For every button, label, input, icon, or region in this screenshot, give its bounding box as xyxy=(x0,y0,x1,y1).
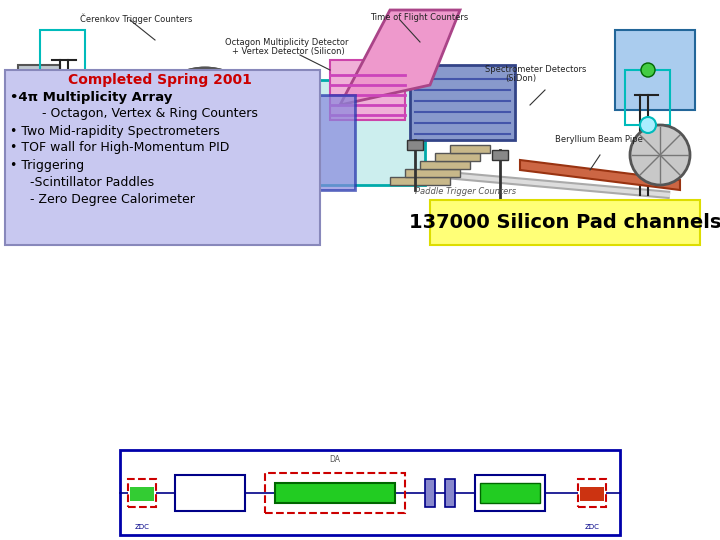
Bar xyxy=(430,200,700,245)
Bar xyxy=(310,80,425,185)
Circle shape xyxy=(193,118,217,142)
Bar xyxy=(285,95,355,190)
Text: • Triggering: • Triggering xyxy=(10,159,84,172)
Text: •4π Multiplicity Array: •4π Multiplicity Array xyxy=(10,91,172,104)
Text: DA: DA xyxy=(330,455,341,464)
Bar xyxy=(445,478,455,507)
Circle shape xyxy=(641,63,655,77)
Wedge shape xyxy=(161,130,205,187)
Wedge shape xyxy=(143,130,205,154)
Wedge shape xyxy=(205,130,229,192)
Wedge shape xyxy=(205,68,229,130)
Circle shape xyxy=(110,127,186,203)
Text: Ring Multiplicity Detectors: Ring Multiplicity Detectors xyxy=(25,133,136,142)
Bar xyxy=(330,60,405,120)
Text: Time of Flight Counters: Time of Flight Counters xyxy=(370,13,468,22)
Bar xyxy=(580,487,604,501)
Bar xyxy=(410,65,515,140)
Bar xyxy=(492,150,508,160)
Wedge shape xyxy=(205,130,267,154)
Text: Magnet (top part removed): Magnet (top part removed) xyxy=(152,212,266,221)
Bar xyxy=(120,450,620,535)
Bar xyxy=(175,475,245,510)
Wedge shape xyxy=(143,106,205,130)
Wedge shape xyxy=(181,68,205,130)
Wedge shape xyxy=(161,73,205,130)
Bar xyxy=(128,478,156,507)
Text: Spectrometer Detectors: Spectrometer Detectors xyxy=(485,65,586,74)
Bar xyxy=(480,483,540,503)
Wedge shape xyxy=(148,86,205,130)
Text: 137000 Silicon Pad channels: 137000 Silicon Pad channels xyxy=(409,213,720,232)
Bar xyxy=(265,472,405,512)
Bar xyxy=(130,487,154,501)
Bar xyxy=(420,161,470,169)
Text: Octagon Multiplicity Detector: Octagon Multiplicity Detector xyxy=(225,38,348,47)
Text: (Silicon): (Silicon) xyxy=(38,142,72,151)
Wedge shape xyxy=(205,73,249,130)
Wedge shape xyxy=(205,106,267,130)
Bar xyxy=(407,140,423,150)
Text: -Scintillator Paddles: -Scintillator Paddles xyxy=(10,176,154,188)
Text: ZDC: ZDC xyxy=(585,524,600,530)
Text: ZDC: ZDC xyxy=(135,524,150,530)
Bar xyxy=(475,475,545,510)
Bar xyxy=(40,30,85,85)
Text: Completed Spring 2001: Completed Spring 2001 xyxy=(68,73,252,87)
Bar xyxy=(405,169,460,177)
Bar xyxy=(18,65,60,130)
Circle shape xyxy=(143,68,267,192)
Bar xyxy=(450,145,490,153)
Text: + Vertex Detector (Silicon): + Vertex Detector (Silicon) xyxy=(232,47,345,56)
Wedge shape xyxy=(181,130,205,192)
Text: • TOF wall for High-Momentum PID: • TOF wall for High-Momentum PID xyxy=(10,141,230,154)
Bar xyxy=(390,177,450,185)
Wedge shape xyxy=(205,86,262,130)
Polygon shape xyxy=(520,160,680,190)
Circle shape xyxy=(630,125,690,185)
Bar xyxy=(578,478,606,507)
Text: - Zero Degree Calorimeter: - Zero Degree Calorimeter xyxy=(10,192,195,206)
Circle shape xyxy=(640,117,656,133)
Bar xyxy=(625,70,670,125)
Circle shape xyxy=(55,77,71,93)
Bar xyxy=(275,483,395,503)
Bar xyxy=(615,30,695,110)
Bar xyxy=(435,153,480,161)
Bar xyxy=(272,135,288,145)
Wedge shape xyxy=(205,130,249,187)
Text: (SiDon): (SiDon) xyxy=(505,74,536,83)
Wedge shape xyxy=(205,130,262,174)
Text: Paddle Trigger Counters: Paddle Trigger Counters xyxy=(415,187,516,196)
Text: Beryllium Beam Pipe: Beryllium Beam Pipe xyxy=(555,135,643,144)
Bar xyxy=(5,70,320,245)
Polygon shape xyxy=(340,10,460,105)
Wedge shape xyxy=(148,130,205,174)
Text: • Two Mid-rapidity Spectrometers: • Two Mid-rapidity Spectrometers xyxy=(10,125,220,138)
Text: Čerenkov Trigger Counters: Čerenkov Trigger Counters xyxy=(80,13,192,24)
Bar xyxy=(425,478,435,507)
Text: - Octagon, Vertex & Ring Counters: - Octagon, Vertex & Ring Counters xyxy=(10,107,258,120)
